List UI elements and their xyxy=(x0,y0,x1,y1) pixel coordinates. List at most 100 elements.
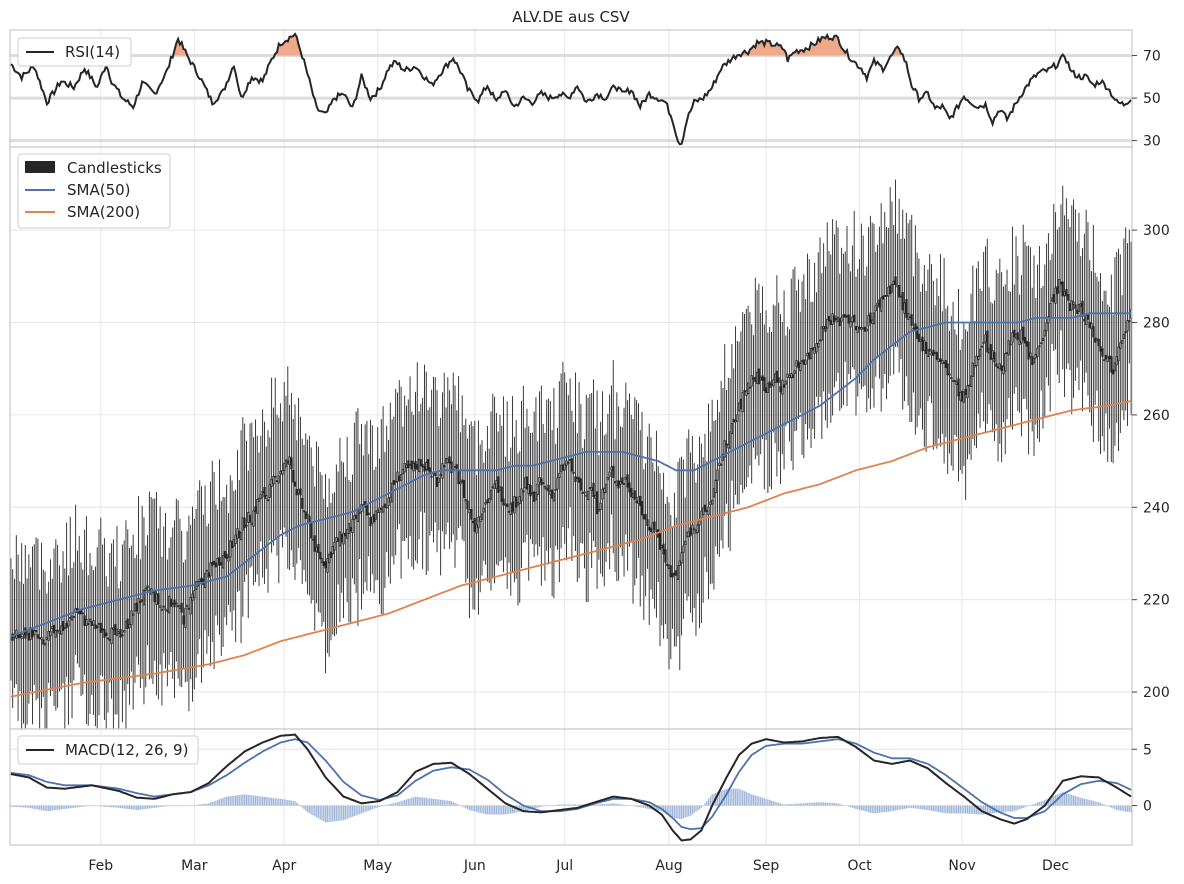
candle-body xyxy=(500,486,503,502)
macd-histogram-bar xyxy=(184,805,186,807)
candle-body xyxy=(736,414,739,422)
macd-histogram-bar xyxy=(772,801,774,806)
candle-body xyxy=(518,496,521,505)
macd-histogram-bar xyxy=(797,803,800,806)
candle-body xyxy=(1009,343,1012,346)
candle-body xyxy=(707,506,710,516)
candle-body xyxy=(658,533,662,550)
macd-histogram-bar xyxy=(510,805,512,814)
macd-histogram-bar xyxy=(407,798,409,806)
candle-body xyxy=(1004,352,1007,372)
macd-histogram-bar xyxy=(249,794,251,806)
candle-body xyxy=(383,503,386,508)
x-tick-label: Apr xyxy=(272,858,296,874)
candle-body xyxy=(376,509,379,513)
candle-body xyxy=(468,509,471,514)
macd-histogram-bar xyxy=(177,805,179,807)
sma200-line xyxy=(10,400,1132,698)
candle-body xyxy=(392,480,395,485)
candle-body xyxy=(1092,326,1095,338)
macd-histogram-bar xyxy=(98,805,100,807)
macd-histogram-bar xyxy=(826,802,828,806)
macd-histogram-bar xyxy=(303,805,305,810)
candle-body xyxy=(797,361,800,369)
candle-body xyxy=(603,487,606,494)
candle-body xyxy=(168,595,171,614)
macd-histogram-bar xyxy=(648,805,650,809)
macd-histogram-bar xyxy=(788,804,791,806)
candle-body xyxy=(1072,301,1075,305)
macd-histogram-bar xyxy=(472,805,474,811)
candle-body xyxy=(995,363,998,367)
macd-histogram-bar xyxy=(314,805,316,817)
candle-body xyxy=(619,481,622,485)
macd-histogram-bar xyxy=(569,804,571,806)
candle-body xyxy=(729,431,732,449)
candle-body xyxy=(310,522,313,539)
candle-body xyxy=(856,326,859,333)
macd-histogram-bar xyxy=(38,805,41,810)
macd-histogram-bar xyxy=(42,805,44,811)
candle-body xyxy=(1031,356,1034,366)
macd-histogram-bar xyxy=(666,805,668,815)
macd-histogram-bar xyxy=(182,805,185,807)
macd-histogram-bar xyxy=(89,805,91,807)
candle-body xyxy=(214,562,217,568)
macd-histogram-bar xyxy=(181,805,183,807)
y-tick-label: 0 xyxy=(1143,799,1152,815)
candle-body xyxy=(608,471,611,477)
macd-histogram-bar xyxy=(1036,802,1039,806)
candle-body xyxy=(342,532,345,545)
candle-body xyxy=(270,478,273,487)
rsi-line xyxy=(10,32,1132,146)
macd-histogram-bar xyxy=(1035,803,1037,806)
candle-body xyxy=(666,563,669,567)
candle-body xyxy=(331,545,334,555)
candle-body xyxy=(633,490,636,500)
candle-body xyxy=(770,383,773,386)
macd-histogram-bar xyxy=(628,805,631,806)
candle-body xyxy=(628,482,631,493)
candle-body xyxy=(750,375,753,387)
candle-body xyxy=(531,492,534,495)
candle-body xyxy=(1070,300,1073,311)
macd-histogram-bar xyxy=(610,803,613,806)
macd-histogram-bar xyxy=(172,805,174,807)
candle-body xyxy=(371,516,374,524)
candle-body xyxy=(108,639,111,641)
candle-body xyxy=(890,283,893,293)
candle-body xyxy=(295,488,298,496)
candle-body xyxy=(464,499,467,502)
macd-histogram-bar xyxy=(49,805,52,811)
macd-histogram-bar xyxy=(56,805,59,810)
candle-body xyxy=(63,627,66,630)
candle-body xyxy=(1020,329,1023,344)
macd-histogram-bar xyxy=(78,805,80,808)
candle-body xyxy=(462,479,466,498)
candle-body xyxy=(1106,356,1109,363)
macd-histogram-bar xyxy=(1024,805,1026,808)
macd-histogram-bar xyxy=(885,805,888,812)
macd-histogram-bar xyxy=(544,805,546,807)
macd-histogram-bar xyxy=(733,788,735,806)
macd-histogram-bar xyxy=(1083,798,1086,806)
candle-body xyxy=(596,491,599,515)
candle-body xyxy=(1088,321,1091,328)
macd-histogram-bar xyxy=(537,805,539,808)
macd-histogram-bar xyxy=(1110,805,1112,808)
candle-body xyxy=(721,453,724,461)
macd-histogram-bar xyxy=(1090,800,1093,806)
macd-histogram-bar xyxy=(743,791,746,806)
macd-histogram-bar xyxy=(961,805,963,814)
candle-body xyxy=(775,370,778,383)
candle-body xyxy=(664,549,667,563)
macd-legend-box xyxy=(17,735,199,765)
candle-body xyxy=(450,461,453,474)
candle-body xyxy=(302,510,306,513)
candle-body xyxy=(515,496,518,508)
price-legend: Candlesticks SMA(50) SMA(200) xyxy=(17,153,171,229)
candle-body xyxy=(561,464,564,471)
candle-body xyxy=(88,618,92,622)
macd-histogram-bar xyxy=(143,805,145,810)
candle-body xyxy=(121,634,124,637)
